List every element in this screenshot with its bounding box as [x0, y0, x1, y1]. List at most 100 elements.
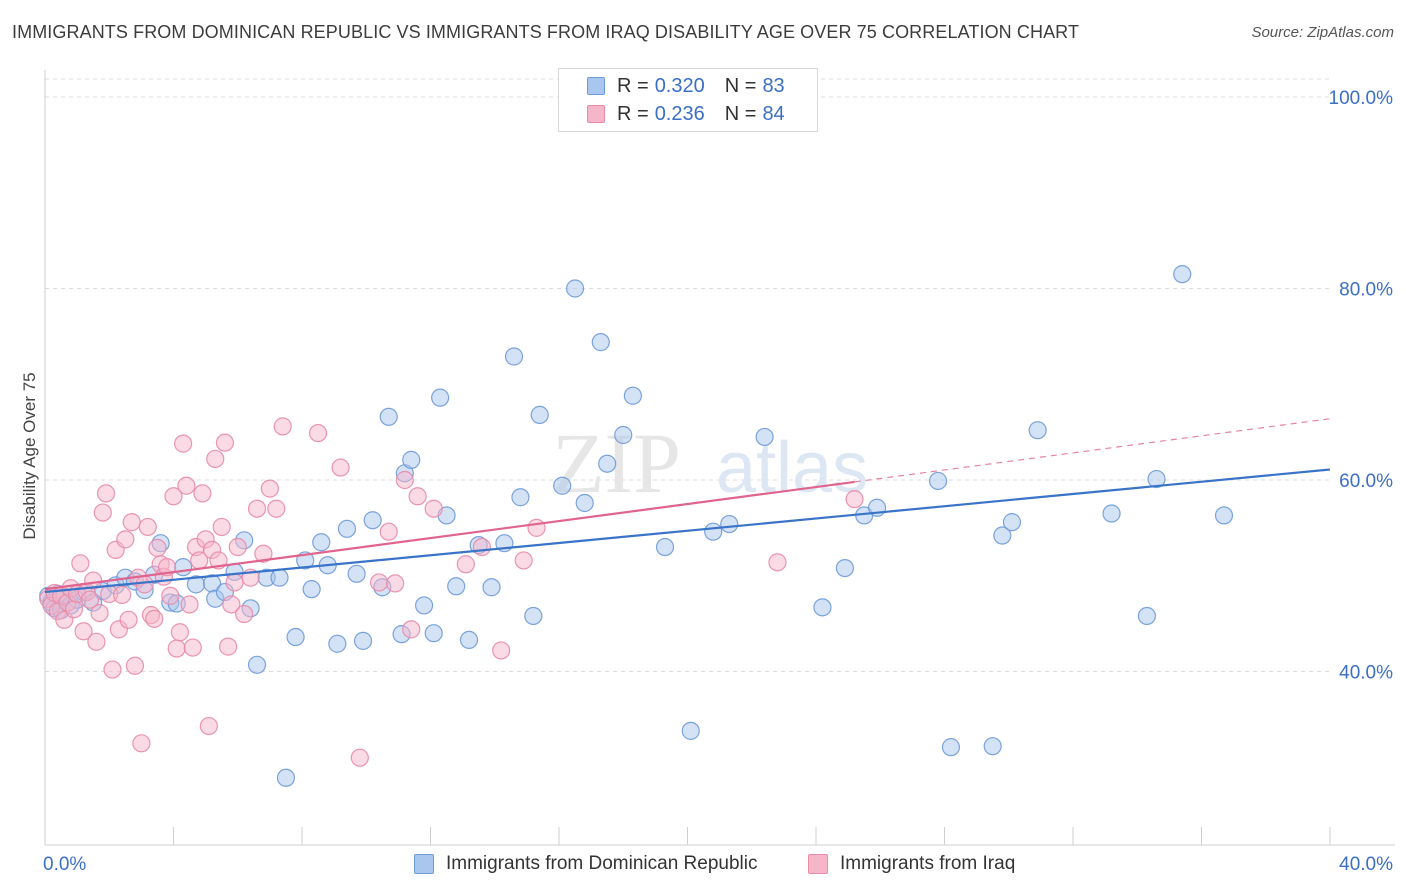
y-tick-label: 100.0%: [1329, 88, 1394, 109]
iraq-point: [116, 530, 135, 549]
iraq-point: [122, 513, 141, 532]
iraq-point: [199, 716, 218, 736]
iraq-point: [402, 620, 421, 639]
legend-r-label: R =: [617, 102, 649, 125]
iraq-point: [370, 573, 389, 592]
dominican-point: [431, 388, 450, 407]
legend-row-iraq: R = 0.236 N = 84: [587, 102, 785, 126]
iraq-point: [212, 517, 231, 537]
dominican-point: [1214, 506, 1234, 525]
iraq-point: [71, 554, 90, 573]
dominican-point: [720, 514, 739, 534]
dominican-point: [565, 279, 585, 298]
iraq-point: [254, 544, 273, 563]
dominican-point: [983, 737, 1002, 756]
dominican-point: [681, 721, 700, 740]
iraq-point: [112, 585, 132, 605]
series-legend-iraq: Immigrants from Iraq: [808, 850, 1015, 878]
iraq-point: [222, 595, 241, 614]
trend-line-iraq-extension: [854, 418, 1331, 483]
dominican-point: [504, 347, 524, 366]
iraq-point: [219, 637, 238, 656]
iraq-point: [183, 638, 202, 657]
legend-n-value: 83: [762, 74, 785, 97]
dominican-point: [704, 522, 723, 541]
iraq-point: [148, 538, 167, 558]
dominican-point: [553, 476, 572, 495]
iraq-point: [135, 575, 154, 594]
iraq-point: [80, 590, 100, 609]
iraq-point: [228, 537, 247, 557]
iraq-point: [386, 574, 405, 593]
dominican-point: [655, 537, 675, 557]
iraq-point: [164, 487, 183, 506]
iraq-point: [331, 458, 350, 477]
iraq-point: [273, 417, 292, 436]
iraq-point: [170, 623, 190, 642]
dominican-point: [623, 386, 642, 405]
iraq-point: [768, 553, 787, 572]
iraq-point: [456, 555, 475, 574]
dominican-point: [511, 488, 530, 507]
legend-n-value: 84: [762, 102, 785, 125]
iraq-point: [132, 734, 151, 753]
legend-r-label: R =: [617, 74, 649, 97]
iraq-point: [225, 573, 244, 592]
iraq-point: [87, 632, 106, 651]
series-swatch-blue: [414, 854, 434, 874]
series-name-dominican: Immigrants from Dominican Republic: [446, 853, 758, 874]
iraq-point: [308, 423, 328, 443]
legend-swatch-blue: [587, 77, 605, 95]
iraq-point: [408, 487, 427, 506]
iraq-point: [64, 600, 84, 619]
iraq-point: [206, 449, 225, 469]
legend-n-label: N =: [724, 74, 757, 97]
iraq-point: [267, 499, 286, 518]
iraq-point: [138, 517, 157, 537]
dominican-point: [755, 427, 774, 447]
dominican-point: [276, 768, 296, 787]
dominican-point: [993, 526, 1012, 545]
y-tick-label: 60.0%: [1339, 471, 1393, 492]
iraq-point: [161, 586, 180, 605]
dominican-point: [1137, 606, 1156, 626]
iraq-point: [350, 748, 369, 767]
legend-n-label: N =: [724, 102, 757, 125]
trend-lines: [44, 418, 1331, 594]
x-tick-label: 40.0%: [1339, 854, 1393, 875]
iraq-point: [472, 537, 491, 557]
dominican-point: [402, 450, 421, 469]
chart-title: IMMIGRANTS FROM DOMINICAN REPUBLIC VS IM…: [12, 22, 1080, 42]
dominican-point: [530, 405, 549, 424]
dominican-point: [337, 519, 357, 538]
iraq-point: [260, 479, 279, 498]
dominican-point: [328, 634, 347, 653]
iraq-point: [174, 434, 193, 453]
y-tick-label: 40.0%: [1339, 663, 1393, 684]
trend-line-dominican: [44, 468, 1331, 594]
series-legend-dominican: Immigrants from Dominican Republic: [414, 850, 758, 878]
dominican-point: [598, 454, 617, 473]
dominican-point: [1028, 421, 1047, 440]
dominican-point: [379, 407, 398, 426]
trend-line-iraq: [44, 480, 855, 591]
iraq-point: [93, 503, 112, 522]
iraq-point: [395, 470, 414, 490]
iraq-point: [527, 518, 546, 537]
iraq-point: [180, 595, 199, 614]
dominican-point: [424, 624, 443, 643]
dominican-point: [482, 578, 501, 597]
legend-row-dominican: R = 0.320 N = 83: [587, 74, 785, 98]
dominican-point: [591, 333, 610, 352]
iraq-point: [167, 639, 186, 658]
dominican-point: [363, 511, 382, 530]
dominican-point: [813, 598, 832, 617]
dominican-point: [835, 558, 855, 578]
iraq-point: [145, 609, 164, 628]
iraq-point: [74, 622, 93, 641]
dominican-point: [247, 655, 267, 674]
series-name-iraq: Immigrants from Iraq: [840, 853, 1016, 874]
dominican-point: [1147, 469, 1166, 489]
source-label: Source: ZipAtlas.com: [1251, 24, 1394, 41]
